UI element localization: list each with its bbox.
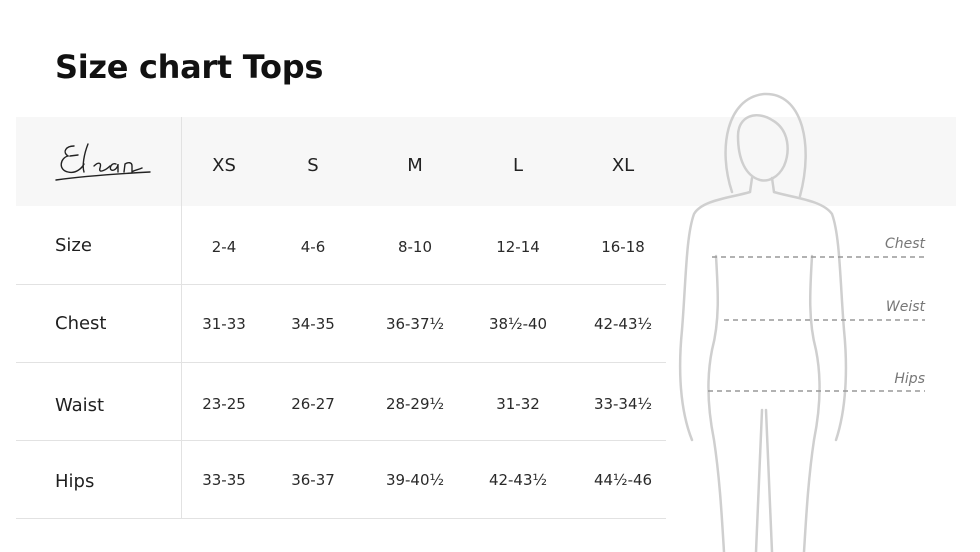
table-cell: 31-33 bbox=[202, 315, 246, 333]
table-cell: 38½-40 bbox=[488, 315, 548, 333]
table-cell: 34-35 bbox=[291, 315, 335, 333]
table-cell: 36-37½ bbox=[385, 315, 445, 333]
row-label-hips: Hips bbox=[55, 471, 95, 492]
table-cell: 33-35 bbox=[202, 471, 246, 489]
row-divider bbox=[16, 440, 666, 441]
table-cell: 42-43½ bbox=[593, 315, 653, 333]
column-header-l: L bbox=[512, 155, 524, 176]
table-cell: 44½-46 bbox=[593, 471, 653, 489]
table-cell: 39-40½ bbox=[385, 471, 445, 489]
column-header-m: M bbox=[407, 155, 423, 176]
table-cell: 26-27 bbox=[291, 395, 335, 413]
table-cell: 8-10 bbox=[397, 238, 433, 256]
column-header-xs: XS bbox=[212, 155, 236, 176]
chest-measure-label: Chest bbox=[884, 236, 925, 252]
body-figure-illustration bbox=[678, 92, 925, 552]
column-header-s: S bbox=[307, 155, 319, 176]
column-divider bbox=[181, 117, 182, 519]
row-label-waist: Waist bbox=[55, 395, 105, 416]
table-cell: 33-34½ bbox=[593, 395, 653, 413]
row-label-size: Size bbox=[55, 235, 92, 256]
hips-measure-label: Hips bbox=[894, 371, 925, 387]
row-label-chest: Chest bbox=[55, 313, 107, 334]
table-cell: 16-18 bbox=[601, 238, 645, 256]
table-cell: 4-6 bbox=[300, 238, 326, 256]
row-divider bbox=[16, 284, 666, 285]
table-cell: 42-43½ bbox=[488, 471, 548, 489]
row-divider bbox=[16, 362, 666, 363]
row-divider bbox=[16, 518, 666, 519]
page-title: Size chart Tops bbox=[55, 48, 324, 86]
table-cell: 23-25 bbox=[202, 395, 246, 413]
table-cell: 31-32 bbox=[496, 395, 540, 413]
column-header-xl: XL bbox=[611, 155, 635, 176]
table-cell: 12-14 bbox=[496, 238, 540, 256]
table-cell: 2-4 bbox=[211, 238, 237, 256]
table-cell: 28-29½ bbox=[385, 395, 445, 413]
brand-logo bbox=[55, 143, 151, 181]
table-cell: 36-37 bbox=[291, 471, 335, 489]
table-header-band bbox=[16, 117, 956, 206]
waist-measure-label: Weist bbox=[885, 299, 925, 315]
